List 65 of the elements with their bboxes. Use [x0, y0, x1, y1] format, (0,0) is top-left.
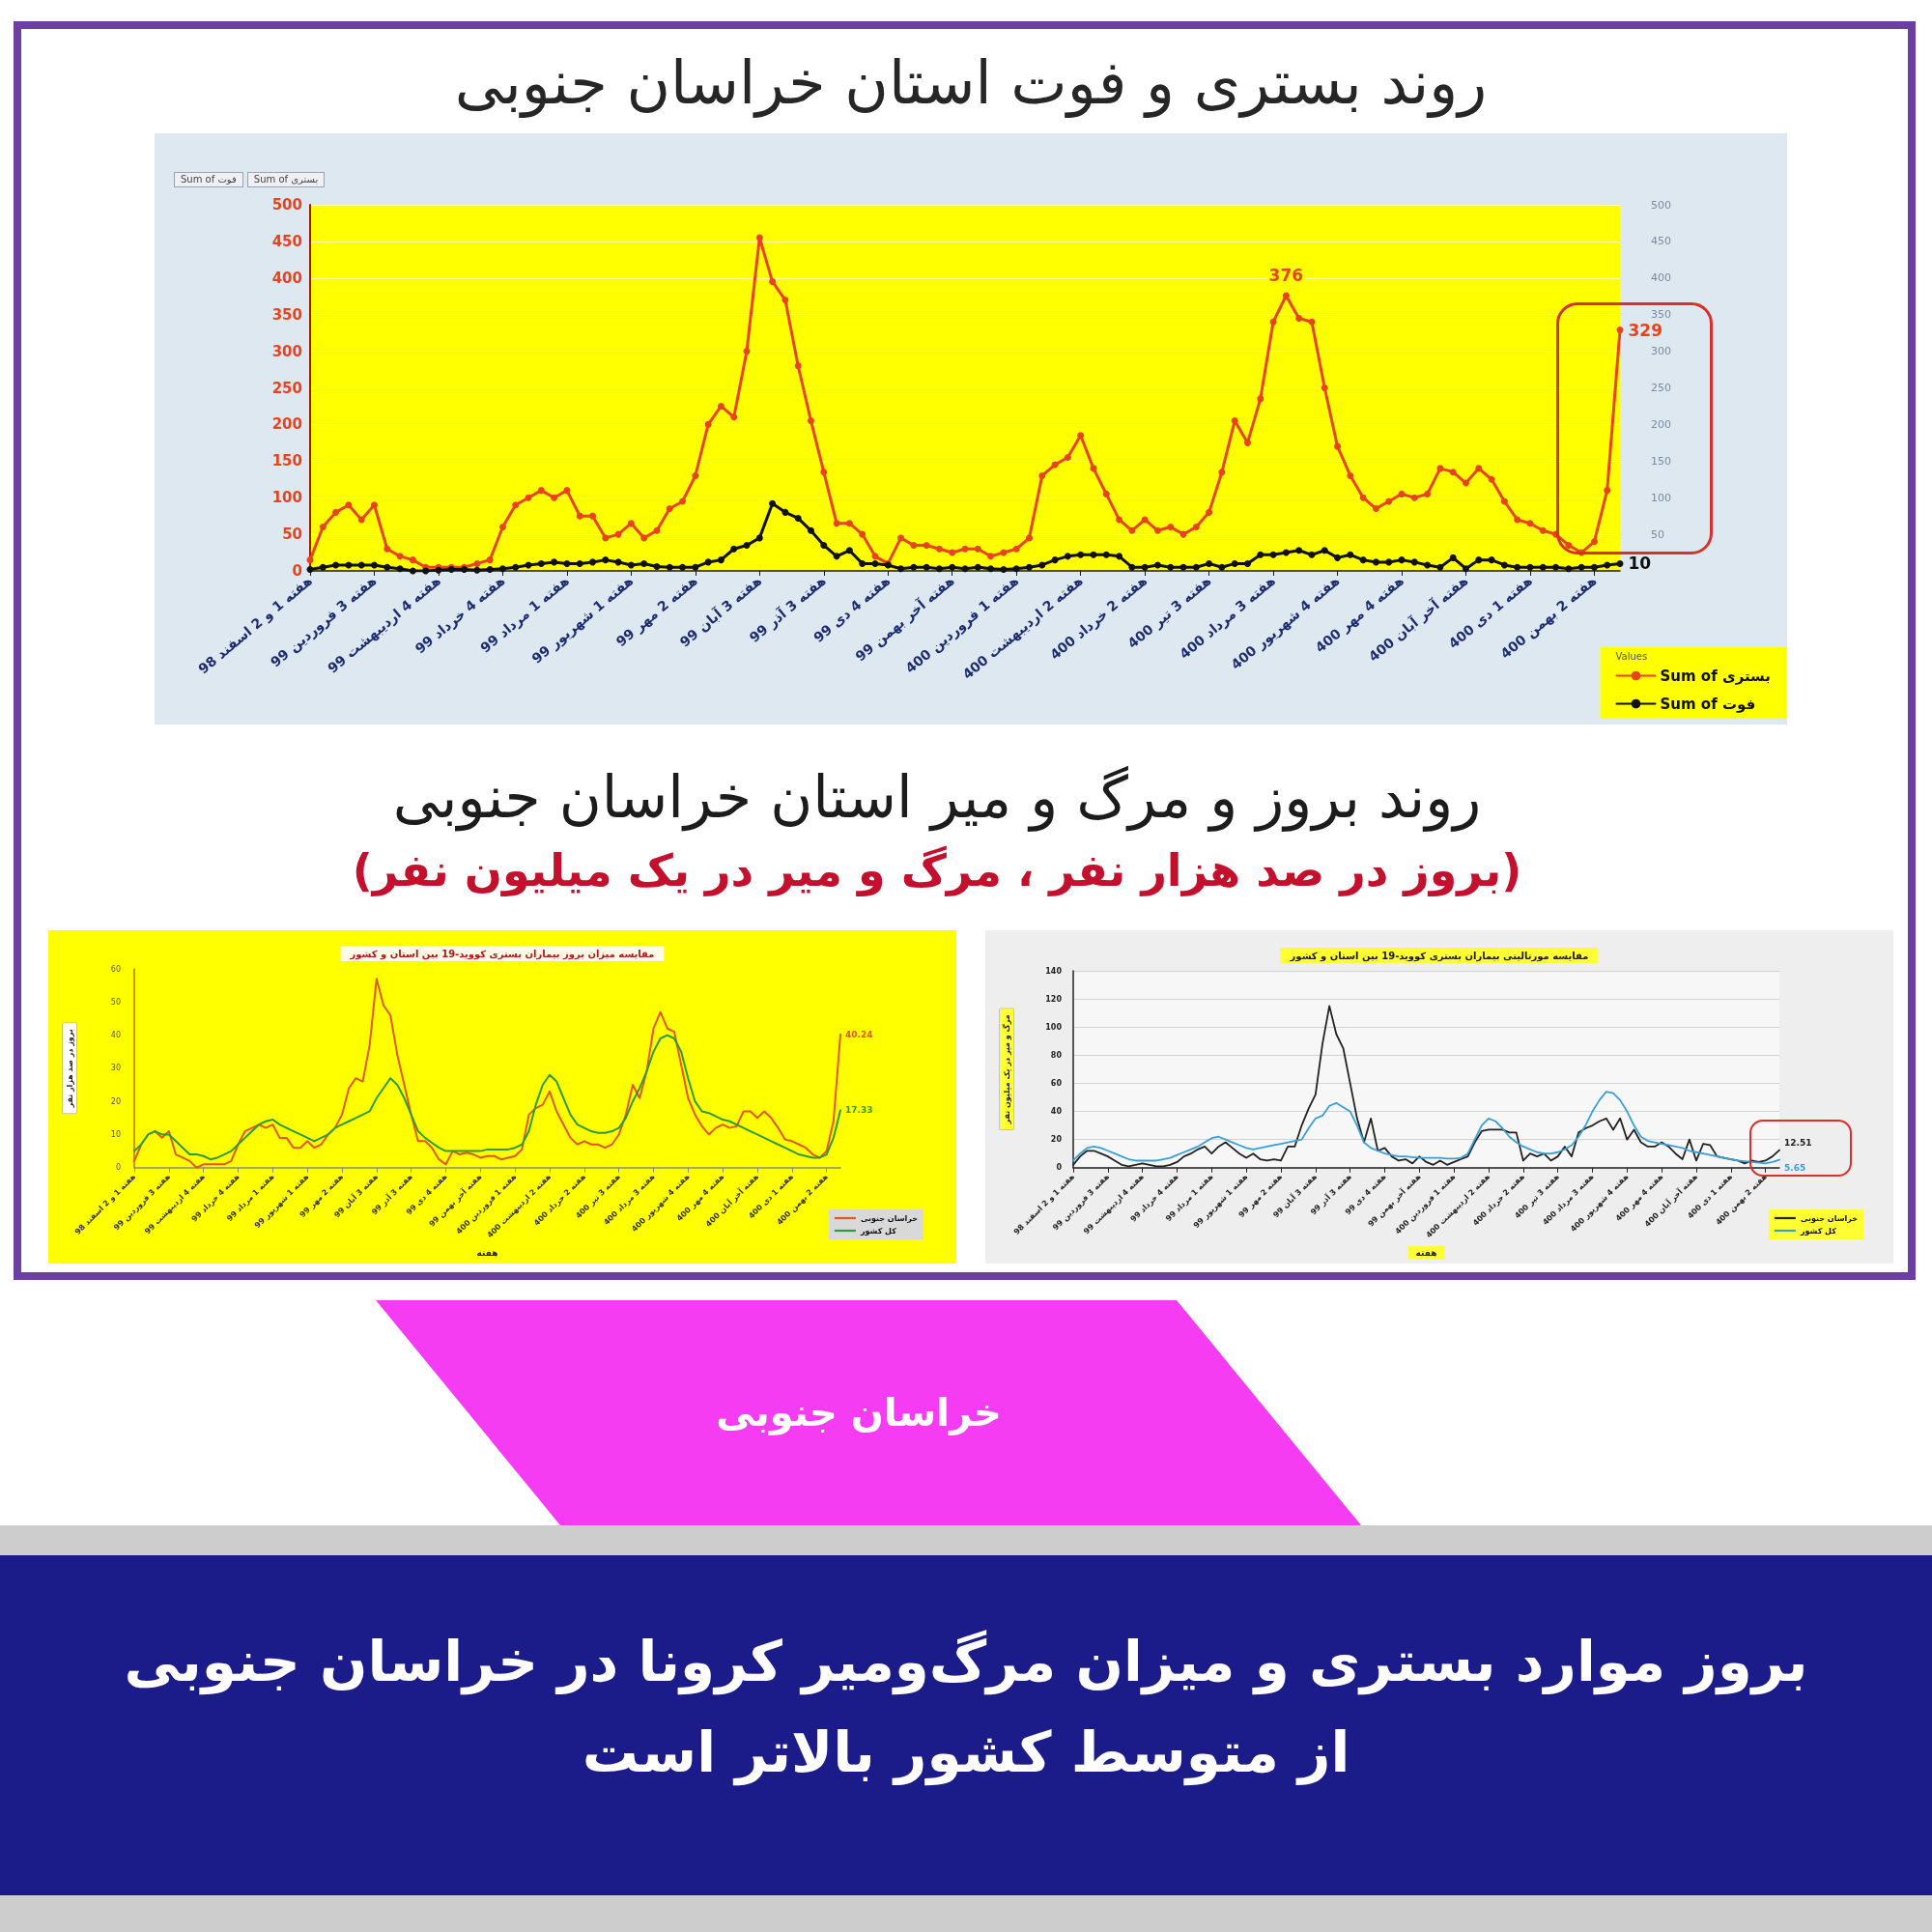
- y2-tick-label: 450: [1651, 235, 1671, 248]
- y-tick-label: 30: [110, 1064, 121, 1073]
- y-tick-label: 50: [282, 526, 302, 544]
- legend-label: Sum of فوت: [1660, 695, 1756, 713]
- legend-label: خراسان جنوبی: [860, 1213, 919, 1223]
- y-tick-label: 0: [115, 1163, 121, 1173]
- text: روند بروز و مرگ و میر استان خراسان جنوبی: [391, 762, 1483, 834]
- y-tick-label: 100: [271, 489, 302, 507]
- data-label: 12.51: [1784, 1137, 1812, 1148]
- y-tick-label: 150: [271, 452, 302, 470]
- y2-tick-label: 500: [1651, 198, 1671, 212]
- y2-tick-label: 50: [1651, 527, 1664, 541]
- legend-label: Sum of بستری: [1660, 667, 1772, 685]
- y-tick-label: 350: [271, 305, 302, 324]
- y-tick-label: 0: [292, 562, 302, 580]
- text: Sum of بستری: [246, 172, 326, 187]
- data-label: 40.24: [845, 1029, 873, 1039]
- chart-title: مقایسه مورتالیتی بیماران بستری کووید-19 بین استان و کشور: [1289, 950, 1589, 962]
- y-tick-label: 500: [271, 196, 302, 213]
- chart-title: مقایسه میزان بروز بیماران بستری کووید-19 بین استان و کشور: [349, 948, 655, 960]
- y-tick-label: 20: [110, 1096, 121, 1106]
- y-tick-label: 40: [110, 1031, 121, 1040]
- y2-tick-label: 250: [1651, 382, 1671, 394]
- line-series: [133, 1034, 841, 1161]
- y-axis-title: مرگ و میر در یک میلیون نفر: [1001, 1014, 1011, 1125]
- y-tick-label: 60: [1050, 1078, 1063, 1088]
- chart-title: روند بستری و فوت استان خراسان جنوبی: [453, 46, 1489, 120]
- data-label: 376: [1268, 265, 1304, 285]
- y-tick-label: 80: [1050, 1050, 1063, 1060]
- legend-title: Values: [1615, 650, 1648, 662]
- y-tick-label: 200: [271, 415, 302, 434]
- data-label: 5.65: [1784, 1162, 1806, 1173]
- y-tick-label: 60: [110, 964, 121, 974]
- text: (بروز در صد هزار نفر ، مرگ و میر در یک میلیون نفر): [351, 843, 1523, 898]
- legend-label: خراسان جنوبی: [1800, 1213, 1859, 1223]
- y-tick-label: 20: [1050, 1135, 1063, 1145]
- y-tick-label: 300: [271, 342, 302, 360]
- y-tick-label: 100: [1045, 1022, 1063, 1032]
- y2-tick-label: 200: [1651, 417, 1671, 431]
- y2-tick-label: 300: [1651, 345, 1671, 358]
- y2-tick-label: 150: [1651, 454, 1671, 468]
- data-label: 329: [1628, 320, 1662, 340]
- y-tick-label: 10: [110, 1129, 121, 1139]
- y-axis-title: بروز در صد هزار نفر: [65, 1029, 74, 1109]
- y-tick-label: 50: [110, 997, 121, 1007]
- legend-label: کل کشور: [859, 1226, 897, 1236]
- y2-tick-label: 400: [1651, 271, 1671, 285]
- line-series: [1072, 1091, 1780, 1165]
- legend-label: کل کشور: [1799, 1226, 1837, 1236]
- text: خراسان جنوبی: [715, 1389, 1003, 1437]
- data-label: 10: [1628, 554, 1652, 574]
- y-tick-label: 250: [271, 379, 302, 397]
- y-tick-label: 450: [271, 232, 302, 250]
- text: Sum of فوت: [174, 172, 243, 187]
- y2-tick-label: 350: [1651, 308, 1671, 322]
- x-axis-title: هفته: [476, 1247, 498, 1258]
- y-tick-label: 140: [1045, 966, 1063, 976]
- data-label: 17.33: [845, 1105, 873, 1116]
- y2-tick-label: 100: [1651, 491, 1671, 504]
- y-tick-label: 40: [1050, 1107, 1063, 1117]
- text: بروز موارد بستری و میزان مرگ‌ومیر کرونا در خراسان جنوبی از متوسط کشور بالاتر است: [123, 1628, 1809, 1788]
- y-tick-label: 0: [1056, 1163, 1063, 1173]
- y-tick-label: 400: [271, 269, 302, 287]
- x-axis-title: هفته: [1415, 1247, 1437, 1258]
- y-tick-label: 120: [1045, 994, 1063, 1004]
